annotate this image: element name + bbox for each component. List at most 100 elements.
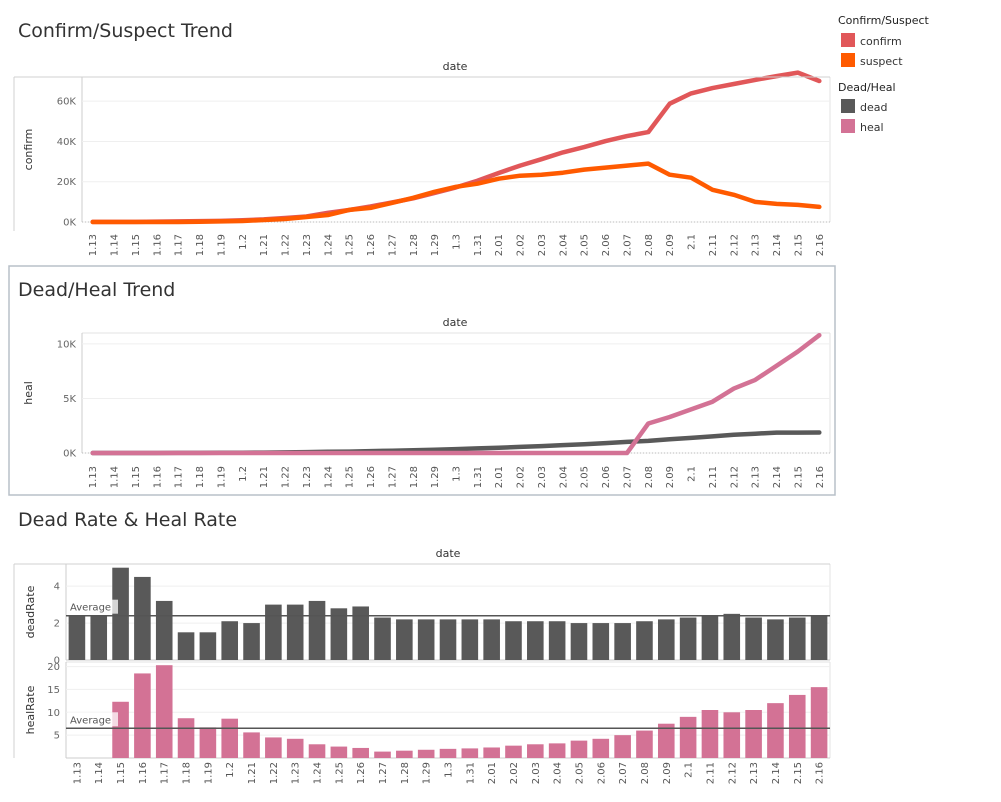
- x-tick-chart4-10: 1.23: [291, 762, 302, 784]
- legend-confirm-swatch[interactable]: [841, 33, 855, 47]
- x-tick-chart2-17: 1.3: [452, 466, 463, 482]
- x-tick-chart2-32: 2.14: [772, 466, 783, 488]
- bar-30: [723, 613, 741, 660]
- legend-suspect-swatch[interactable]: [841, 53, 855, 67]
- bar-4: [155, 600, 173, 660]
- x-tick-chart4-21: 2.03: [531, 762, 542, 784]
- x-tick-chart1-14: 1.27: [387, 234, 398, 256]
- x-tick-chart1-9: 1.22: [281, 234, 292, 256]
- x-tick-chart2-13: 1.26: [366, 466, 377, 488]
- x-tick-chart2-23: 2.05: [580, 466, 591, 488]
- x-tick-chart2-14: 1.27: [387, 466, 398, 488]
- bar-34: [810, 687, 828, 758]
- x-tick-chart2-28: 2.1: [687, 466, 698, 482]
- bar-19: [483, 619, 500, 660]
- x-tick-chart2-25: 2.07: [622, 466, 633, 488]
- bar-5: [177, 632, 195, 660]
- y-tick-3: 60K: [57, 97, 77, 108]
- bar-8: [243, 623, 260, 660]
- average-label-bg: [68, 712, 118, 727]
- x-tick-chart1-15: 1.28: [409, 234, 420, 256]
- bar-22: [548, 743, 566, 758]
- bar-6: [199, 632, 217, 660]
- x-tick-chart1-6: 1.19: [216, 234, 227, 256]
- bar-33: [788, 617, 806, 660]
- bar-23: [570, 740, 588, 758]
- average-label: Average: [70, 715, 111, 726]
- legend-dead-swatch[interactable]: [841, 99, 855, 113]
- x-tick-chart1-5: 1.18: [195, 234, 206, 256]
- x-tick-chart2-20: 2.02: [516, 466, 527, 488]
- x-tick-chart2-12: 1.25: [345, 466, 356, 488]
- x-tick-chart1-8: 1.21: [259, 234, 270, 256]
- x-tick-chart1-23: 2.05: [580, 234, 591, 256]
- x-tick-chart1-26: 2.08: [644, 234, 655, 256]
- x-tick-chart4-24: 2.06: [596, 762, 607, 784]
- bar-13: [352, 606, 369, 660]
- series-line-dead: [90, 430, 822, 456]
- x-tick-chart1-7: 1.2: [238, 234, 249, 250]
- x-tick-chart1-2: 1.15: [131, 234, 142, 256]
- bar-24: [592, 623, 610, 660]
- x-tick-chart1-12: 1.25: [345, 234, 356, 256]
- x-tick-chart1-28: 2.1: [687, 234, 698, 250]
- x-tick-chart2-16: 1.29: [430, 466, 441, 488]
- bar-12: [330, 608, 348, 660]
- x-tick-chart1-33: 2.15: [793, 234, 804, 256]
- bar-16: [417, 749, 435, 758]
- legend-confirm-label: confirm: [860, 35, 902, 48]
- x-tick-chart4-18: 1.31: [465, 762, 476, 784]
- x-tick-chart4-32: 2.14: [771, 762, 782, 784]
- bar-34: [810, 615, 828, 660]
- legend-group1-title: Confirm/Suspect: [838, 14, 930, 27]
- x-tick-chart2-24: 2.06: [601, 466, 612, 488]
- bar-11: [308, 600, 326, 660]
- x-tick-chart4-30: 2.12: [727, 762, 738, 784]
- average-label-bg: [68, 599, 118, 614]
- x-tick-chart4-9: 1.22: [269, 762, 280, 784]
- chart1-xlabel: date: [443, 60, 468, 73]
- x-tick-chart4-6: 1.19: [203, 762, 214, 784]
- x-tick-chart2-18: 1.31: [473, 466, 484, 488]
- legend: Confirm/Suspect confirm suspect Dead/Hea…: [838, 14, 930, 134]
- bar-28: [679, 716, 697, 758]
- bar-30: [723, 712, 741, 758]
- bar-3: [134, 673, 151, 758]
- legend-heal-swatch[interactable]: [841, 119, 855, 133]
- x-tick-chart4-31: 2.13: [749, 762, 760, 784]
- bar-25: [614, 623, 631, 660]
- bar-18: [461, 748, 479, 758]
- bar-7: [221, 718, 239, 758]
- x-tick-chart2-4: 1.17: [174, 466, 185, 488]
- series-line-suspect: [90, 161, 822, 225]
- x-tick-chart1-4: 1.17: [174, 234, 185, 256]
- bar-3: [134, 576, 151, 660]
- y-tick-2: 10K: [57, 339, 77, 350]
- bar-21: [527, 621, 544, 660]
- x-tick-chart4-14: 1.27: [378, 762, 389, 784]
- x-tick-chart4-11: 1.24: [313, 762, 324, 784]
- x-tick-chart4-12: 1.25: [334, 762, 345, 784]
- bar-23: [570, 623, 588, 660]
- bar-27: [657, 723, 675, 758]
- bar-13: [352, 747, 369, 758]
- x-tick-chart2-29: 2.11: [708, 466, 719, 488]
- bar-26: [636, 730, 653, 758]
- bar-15: [396, 750, 413, 758]
- x-tick-chart1-3: 1.16: [152, 234, 163, 256]
- x-tick-chart2-11: 1.24: [323, 466, 334, 488]
- x-tick-chart2-31: 2.13: [751, 466, 762, 488]
- x-tick-chart2-5: 1.18: [195, 466, 206, 488]
- chart2-xlabel: date: [443, 316, 468, 329]
- bar-11: [308, 744, 326, 758]
- x-tick-chart4-26: 2.08: [640, 762, 651, 784]
- x-tick-chart1-30: 2.12: [729, 234, 740, 256]
- bar-18: [461, 619, 479, 660]
- x-tick-chart1-13: 1.26: [366, 234, 377, 256]
- bar-20: [505, 745, 522, 758]
- x-tick-chart1-22: 2.04: [558, 234, 569, 256]
- x-tick-chart2-30: 2.12: [729, 466, 740, 488]
- x-tick-chart1-0: 1.13: [88, 234, 99, 256]
- legend-suspect-label: suspect: [860, 55, 903, 68]
- legend-heal-label: heal: [860, 121, 884, 134]
